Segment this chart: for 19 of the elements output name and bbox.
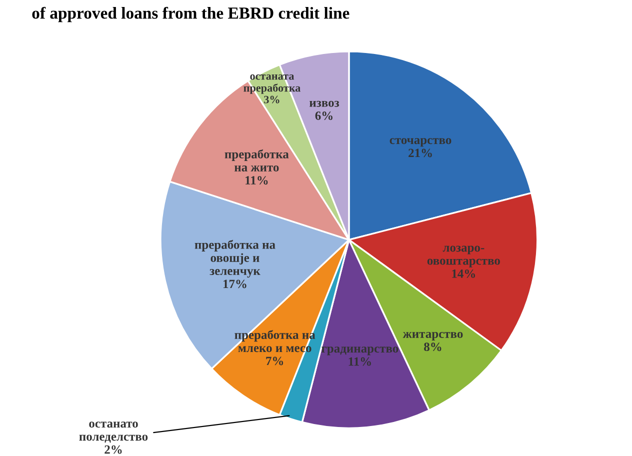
slice-label: извоз	[310, 100, 340, 107]
data-label: 3%	[264, 96, 280, 104]
data-label: 11%	[246, 176, 268, 185]
data-label: 6%	[315, 112, 332, 120]
slice-label: сточарство	[390, 138, 452, 147]
data-label: 7%	[266, 356, 284, 366]
slice-label: житарство	[402, 332, 463, 341]
data-label: 11%	[348, 357, 371, 366]
data-label: 2%	[104, 445, 122, 454]
text: of approved loans from the EBRD credit line	[32, 6, 350, 22]
slice-label: лозаро- овоштарство	[427, 246, 500, 268]
data-label: 14%	[452, 269, 476, 278]
slice-label: останато поледелство	[79, 422, 148, 443]
data-label: 21%	[408, 148, 432, 158]
data-label: 8%	[424, 342, 442, 352]
slice-label: градинарство	[322, 346, 398, 356]
data-label: 17%	[223, 280, 246, 288]
slice-label: преработка на жито	[224, 149, 289, 172]
slice-label: преработка на овошје и зеленчук	[194, 240, 276, 278]
